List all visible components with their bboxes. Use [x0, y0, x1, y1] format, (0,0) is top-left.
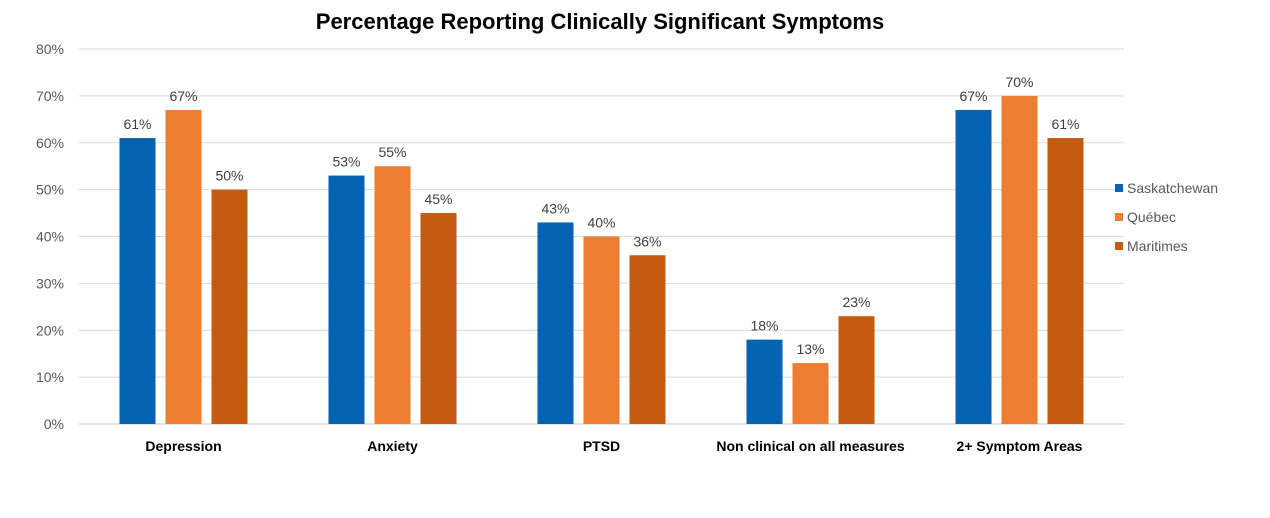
data-label: 70% — [1005, 74, 1033, 90]
y-tick-label: 10% — [36, 369, 64, 385]
data-label: 36% — [633, 233, 661, 249]
chart-title: Percentage Reporting Clinically Signific… — [315, 9, 885, 34]
legend-swatch — [1115, 242, 1123, 250]
legend-label: Québec — [1127, 209, 1176, 225]
bar — [629, 255, 666, 424]
data-label: 67% — [959, 88, 987, 104]
x-tick-label: Depression — [145, 438, 221, 454]
legend-swatch — [1115, 184, 1123, 192]
data-label: 53% — [332, 154, 360, 170]
bar — [1001, 95, 1038, 424]
legend-label: Maritimes — [1127, 238, 1188, 254]
bar — [583, 236, 620, 424]
bar — [211, 189, 248, 424]
x-tick-label: PTSD — [583, 438, 620, 454]
bar — [746, 339, 783, 424]
bar — [119, 138, 156, 424]
bar — [955, 109, 992, 424]
data-label: 23% — [842, 294, 870, 310]
bar — [165, 109, 202, 424]
bar — [838, 316, 875, 424]
y-tick-label: 70% — [36, 88, 64, 104]
y-tick-label: 60% — [36, 135, 64, 151]
data-label: 61% — [1051, 116, 1079, 132]
data-label: 55% — [378, 144, 406, 160]
data-label: 45% — [424, 191, 452, 207]
y-tick-label: 30% — [36, 275, 64, 291]
bar — [374, 166, 411, 424]
y-tick-label: 20% — [36, 322, 64, 338]
data-label: 13% — [796, 341, 824, 357]
y-tick-label: 50% — [36, 182, 64, 198]
data-label: 50% — [215, 168, 243, 184]
data-label: 67% — [169, 88, 197, 104]
data-label: 61% — [123, 116, 151, 132]
legend-swatch — [1115, 213, 1123, 221]
x-tick-label: Anxiety — [367, 438, 418, 454]
y-tick-label: 0% — [44, 416, 64, 432]
bar — [328, 175, 365, 424]
y-tick-label: 80% — [36, 41, 64, 57]
data-label: 43% — [541, 200, 569, 216]
bar — [792, 363, 829, 424]
bar — [1047, 138, 1084, 424]
x-tick-label: Non clinical on all measures — [716, 438, 905, 454]
y-tick-label: 40% — [36, 229, 64, 245]
bar — [420, 213, 457, 424]
bar — [537, 222, 574, 424]
x-tick-label: 2+ Symptom Areas — [957, 438, 1083, 454]
data-label: 18% — [750, 318, 778, 334]
data-label: 40% — [587, 215, 615, 231]
legend-label: Saskatchewan — [1127, 180, 1218, 196]
